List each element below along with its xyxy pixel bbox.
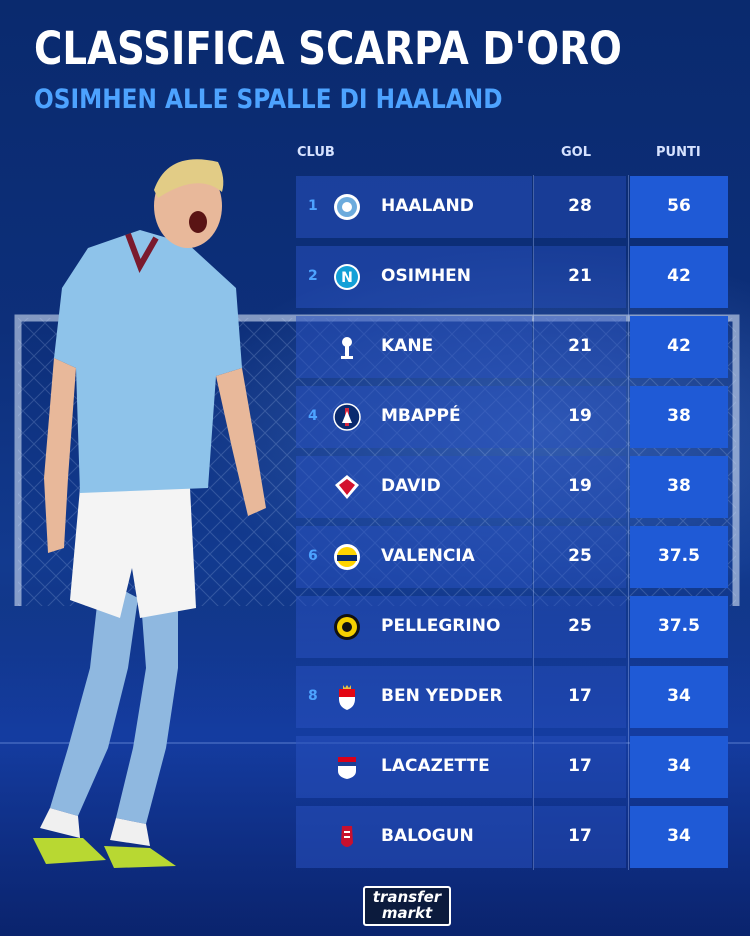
player-name: VALENCIA bbox=[381, 546, 475, 566]
ranking-table: 1 HAALAND 28 56 2 N OSIMHEN 21 42 KANE 2… bbox=[296, 176, 728, 876]
table-row: 1 HAALAND 28 56 bbox=[296, 176, 728, 238]
rank-label: 2 bbox=[308, 268, 318, 284]
player-name: MBAPPÉ bbox=[381, 406, 461, 426]
brand-line2: markt bbox=[381, 904, 433, 922]
player-name: BALOGUN bbox=[381, 826, 474, 846]
goals-value: 25 bbox=[568, 616, 592, 636]
column-header-punti: PUNTI bbox=[656, 145, 701, 160]
fenerbahce-crest-icon bbox=[334, 544, 360, 570]
player-name: BEN YEDDER bbox=[381, 686, 503, 706]
points-value: 34 bbox=[667, 826, 691, 846]
rank-label: 6 bbox=[308, 548, 318, 564]
transfermarkt-logo: transfer markt bbox=[363, 886, 451, 926]
column-header-club: CLUB bbox=[297, 145, 335, 160]
points-value: 56 bbox=[667, 196, 691, 216]
player-name: PELLEGRINO bbox=[381, 616, 501, 636]
table-row: 4 MBAPPÉ 19 38 bbox=[296, 386, 728, 448]
table-row: LACAZETTE 17 34 bbox=[296, 736, 728, 798]
goals-value: 19 bbox=[568, 476, 592, 496]
player-name: OSIMHEN bbox=[381, 266, 472, 286]
table-row: KANE 21 42 bbox=[296, 316, 728, 378]
points-value: 42 bbox=[667, 336, 691, 356]
lyon-crest-icon bbox=[338, 757, 356, 779]
table-row: BALOGUN 17 34 bbox=[296, 806, 728, 868]
brand-line1: transfer bbox=[372, 888, 442, 906]
table-row: 2 N OSIMHEN 21 42 bbox=[296, 246, 728, 308]
player-name: HAALAND bbox=[381, 196, 474, 216]
points-value: 37.5 bbox=[658, 546, 700, 566]
bodo-glimt-crest-icon bbox=[334, 614, 360, 640]
player-photo bbox=[33, 159, 266, 868]
points-value: 37.5 bbox=[658, 616, 700, 636]
lille-crest-icon bbox=[335, 475, 359, 499]
goals-value: 28 bbox=[568, 196, 592, 216]
player-name: LACAZETTE bbox=[381, 756, 490, 776]
rank-label: 4 bbox=[308, 408, 318, 424]
points-value: 38 bbox=[667, 476, 691, 496]
points-value: 34 bbox=[667, 756, 691, 776]
table-row: DAVID 19 38 bbox=[296, 456, 728, 518]
reims-crest-icon bbox=[341, 826, 353, 847]
napoli-crest-icon: N bbox=[334, 264, 360, 290]
goals-value: 17 bbox=[568, 686, 592, 706]
table-row: 8 BEN YEDDER 17 34 bbox=[296, 666, 728, 728]
points-value: 42 bbox=[667, 266, 691, 286]
goals-value: 21 bbox=[568, 336, 592, 356]
svg-text:N: N bbox=[341, 270, 353, 286]
player-name: DAVID bbox=[381, 476, 441, 496]
goals-value: 17 bbox=[568, 756, 592, 776]
rank-label: 8 bbox=[308, 688, 318, 704]
goals-value: 25 bbox=[568, 546, 592, 566]
page-title: CLASSIFICA SCARPA D'ORO bbox=[34, 22, 622, 75]
goals-value: 17 bbox=[568, 826, 592, 846]
psg-crest-icon bbox=[333, 403, 361, 431]
monaco-crest-icon bbox=[339, 685, 355, 710]
column-divider bbox=[533, 175, 534, 870]
page-subtitle: OSIMHEN ALLE SPALLE DI HAALAND bbox=[34, 84, 503, 115]
manchester-city-crest-icon bbox=[334, 194, 360, 220]
points-value: 38 bbox=[667, 406, 691, 426]
table-row: PELLEGRINO 25 37.5 bbox=[296, 596, 728, 658]
tottenham-crest-icon bbox=[341, 337, 353, 359]
points-value: 34 bbox=[667, 686, 691, 706]
rank-label: 1 bbox=[308, 198, 318, 214]
table-row: 6 VALENCIA 25 37.5 bbox=[296, 526, 728, 588]
goals-value: 21 bbox=[568, 266, 592, 286]
goals-value: 19 bbox=[568, 406, 592, 426]
column-header-gol: GOL bbox=[561, 145, 592, 160]
player-name: KANE bbox=[381, 336, 434, 356]
column-divider bbox=[628, 175, 629, 870]
